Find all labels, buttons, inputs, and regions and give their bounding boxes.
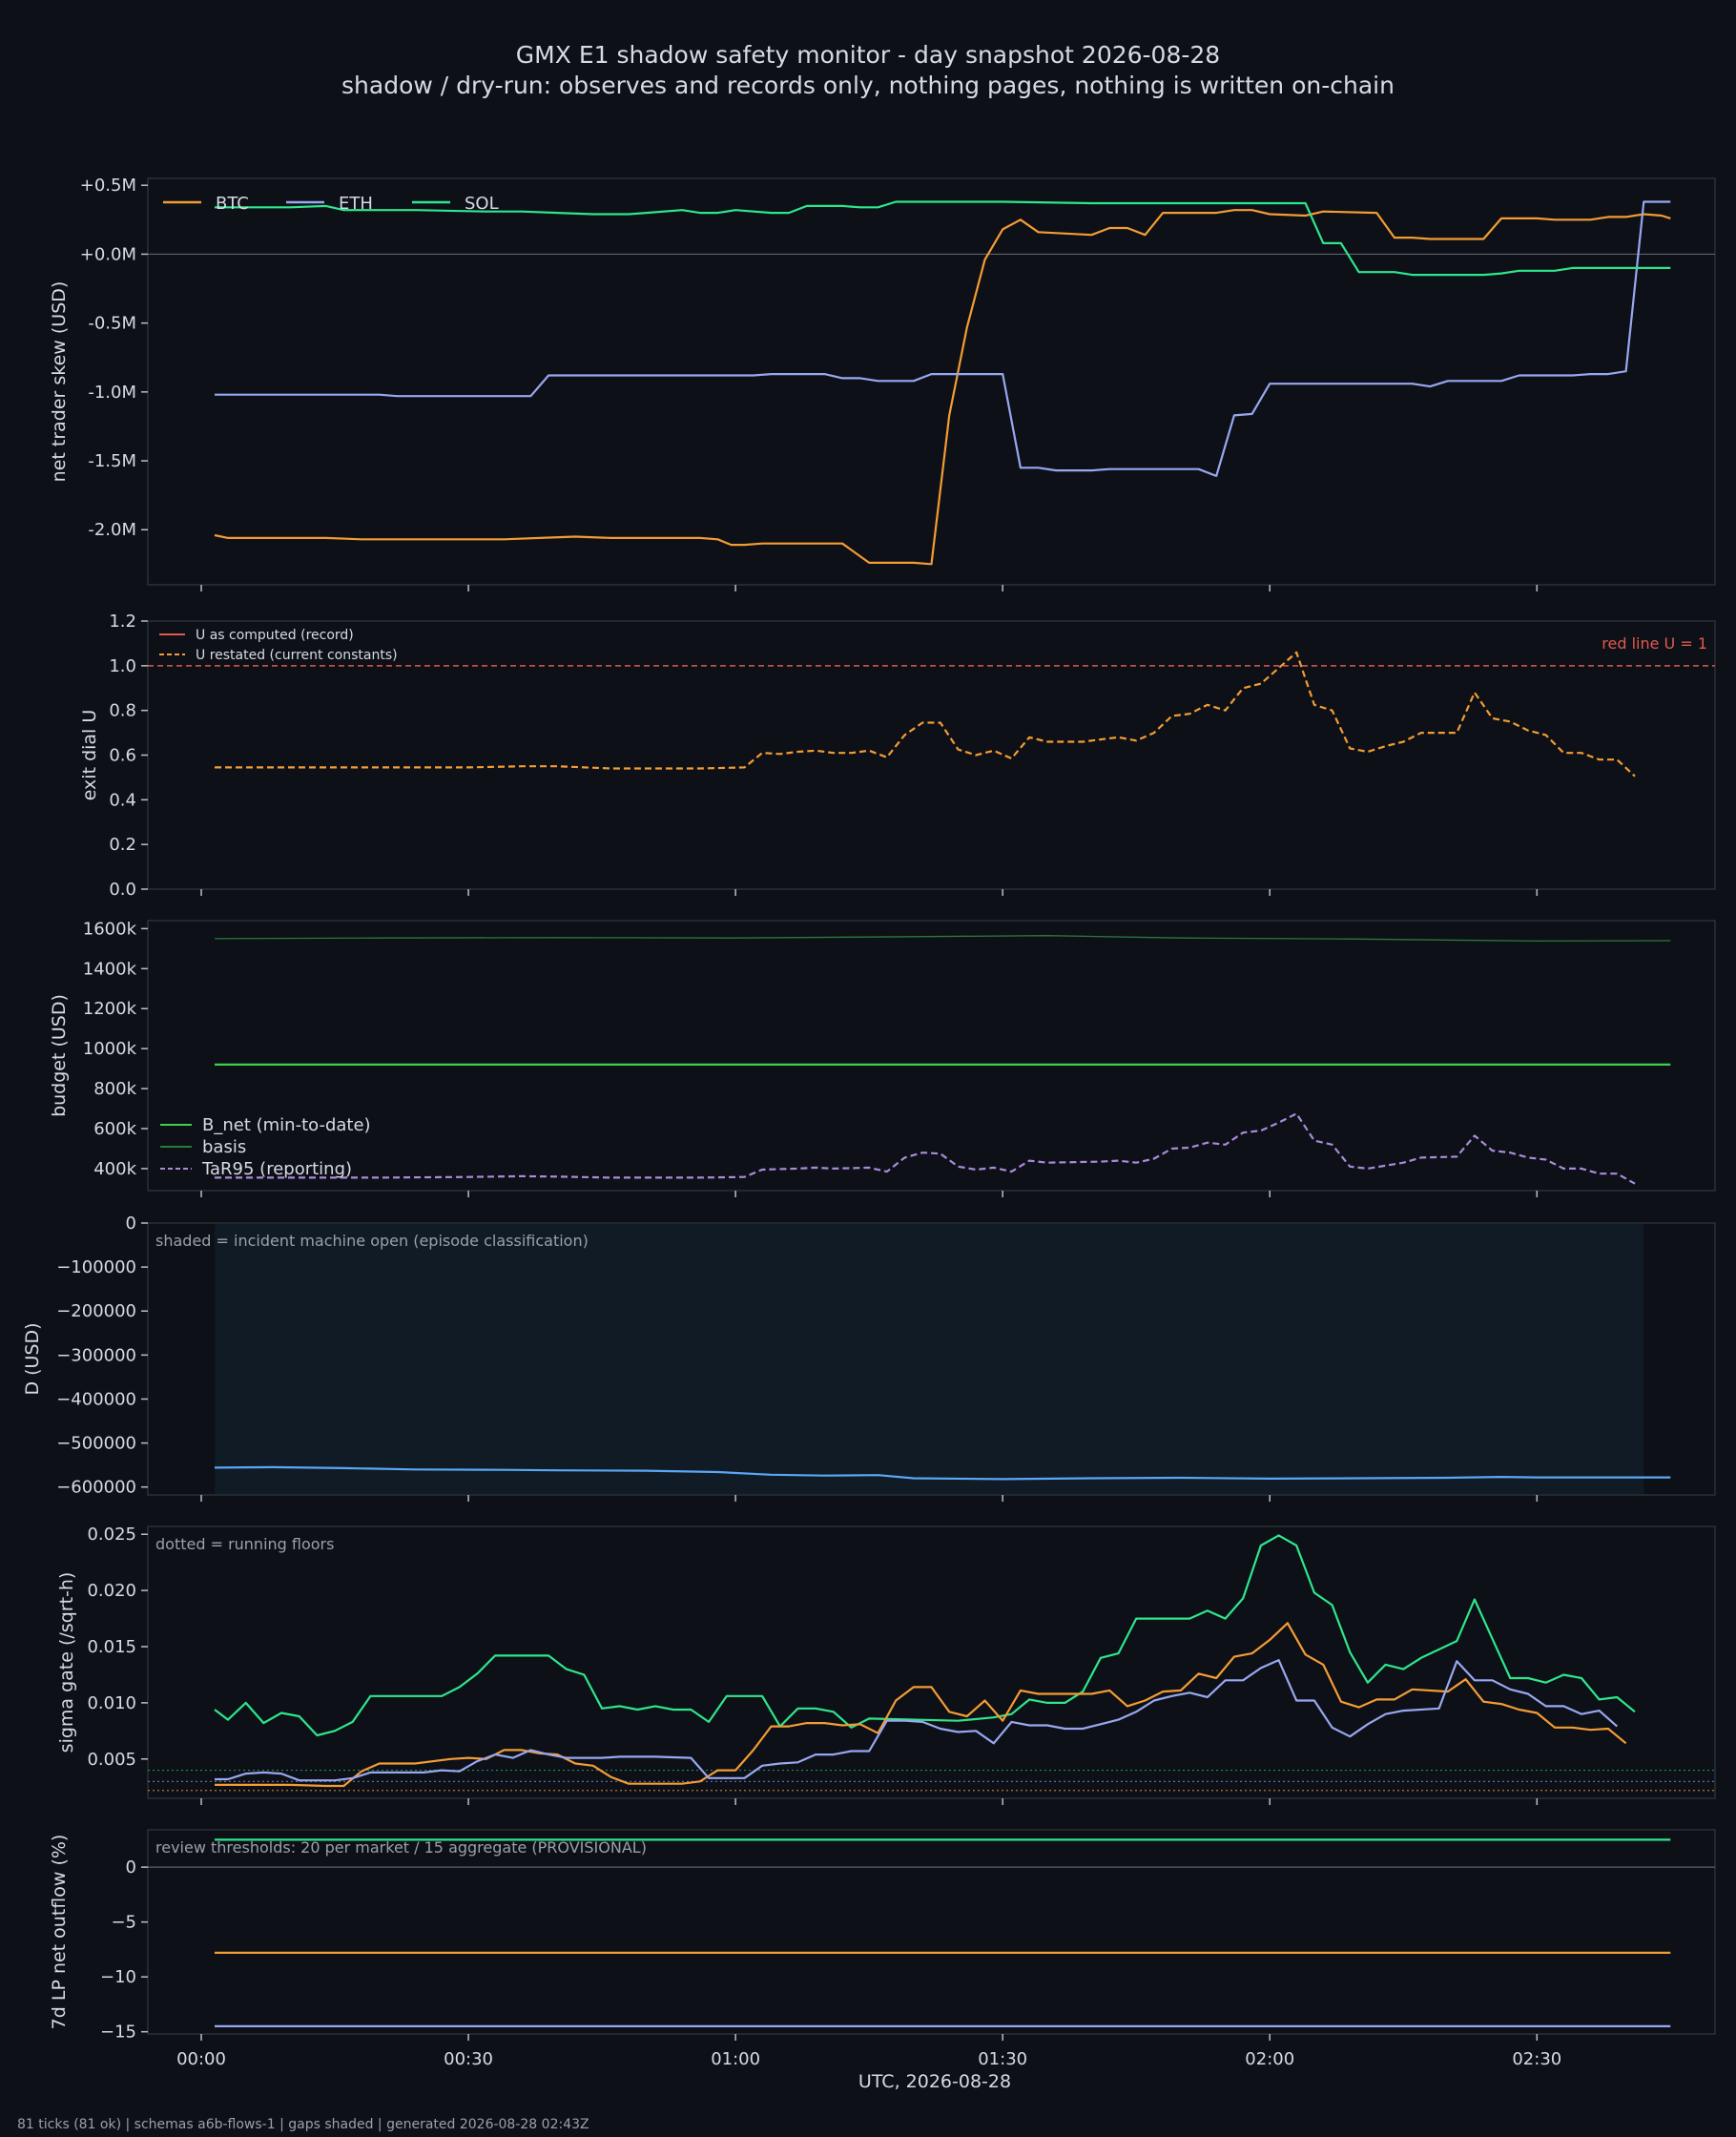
y-tick-label: −100000 <box>56 1257 136 1277</box>
x-axis-label: UTC, 2026-08-28 <box>858 2071 1011 2092</box>
panel-skew: +0.5M +0.0M -0.5M -1.0M -1.5M -2.0M net trader… <box>49 176 1716 591</box>
y-tick-label: +0.0M <box>80 244 136 264</box>
y-tick-label: 0.8 <box>109 701 136 721</box>
panel-sigma: 0.005 0.010 0.015 0.020 0.025 sigma gate (/sq… <box>56 1525 1716 1805</box>
y-axis-label: budget (USD) <box>49 994 70 1117</box>
x-tick-label: 00:00 <box>176 2049 226 2069</box>
x-tick-label: 01:00 <box>711 2049 760 2069</box>
series-line-btc <box>214 209 1671 566</box>
legend-label: TaR95 (reporting) <box>201 1159 352 1179</box>
panel-frame <box>147 1525 1716 1799</box>
series-line-basis <box>214 935 1671 943</box>
x-tick-label: 02:00 <box>1245 2049 1294 2069</box>
panel-drawdown: 0 −100000 −200000 −300000 −400000 −500000 −600… <box>22 1214 1716 1502</box>
panel-exitdial: 0.0 0.2 0.4 0.6 0.8 1.0 1.2 exit dial U red line… <box>79 612 1716 900</box>
y-tick-label: −5 <box>111 1913 136 1933</box>
series-line-u-restated-current-constants- <box>215 651 1636 778</box>
y-tick-label: 0.025 <box>87 1525 136 1545</box>
y-tick-label: −10 <box>100 1967 136 1987</box>
chart-title: GMX E1 shadow safety monitor - day snaps… <box>516 41 1220 69</box>
footer-status: 81 ticks (81 ok) | schemas a6b-flows-1 |… <box>17 2117 589 2132</box>
red-line-label: red line U = 1 <box>1602 634 1707 653</box>
y-tick-label: -1.0M <box>88 383 136 403</box>
series-line-d <box>214 1465 1671 1481</box>
x-tick-label: 00:30 <box>444 2049 493 2069</box>
y-tick-label: −200000 <box>56 1301 136 1321</box>
y-tick-label: 1.0 <box>109 656 136 676</box>
y-tick-label: 600k <box>93 1119 136 1139</box>
x-tick-label: 02:30 <box>1512 2049 1561 2069</box>
series-line-tar95-reporting- <box>215 1112 1636 1185</box>
y-tick-label: 1000k <box>83 1039 137 1059</box>
y-tick-label: −400000 <box>56 1389 136 1409</box>
y-tick-label: 0.010 <box>87 1693 136 1713</box>
y-tick-label: 1400k <box>83 959 137 979</box>
legend-label: basis <box>202 1137 246 1157</box>
legend-label: B_net (min-to-date) <box>202 1115 371 1135</box>
series-line-btc <box>215 1622 1627 1788</box>
y-tick-label: −500000 <box>56 1434 136 1454</box>
y-tick-label: 1.2 <box>109 612 136 632</box>
panel-note: review thresholds: 20 per market / 15 ag… <box>155 1838 647 1857</box>
legend-label: BTC <box>216 194 249 214</box>
legend-label: SOL <box>465 194 499 214</box>
panel-note: dotted = running floors <box>155 1535 334 1553</box>
y-tick-label: -1.5M <box>88 451 136 471</box>
series-line-eth <box>215 1659 1619 1782</box>
y-tick-label: 800k <box>93 1079 136 1099</box>
chart-subtitle: shadow / dry-run: observes and records o… <box>341 72 1395 99</box>
legend-label: ETH <box>339 194 373 214</box>
y-tick-label: −15 <box>100 2023 136 2043</box>
y-axis-label: exit dial U <box>79 710 100 801</box>
y-tick-label: 0.0 <box>109 880 136 900</box>
panel-budget: 400k 600k 800k 1000k 1200k 1400k 1600k budget (… <box>49 919 1716 1197</box>
panel-note: shaded = incident machine open (episode … <box>155 1232 589 1250</box>
y-axis-label: net trader skew (USD) <box>49 281 70 483</box>
series-line-sol <box>214 1534 1636 1737</box>
panels: +0.5M +0.0M -0.5M -1.0M -1.5M -2.0M net trader… <box>22 176 1716 2069</box>
legend-label: U as computed (record) <box>196 628 354 643</box>
y-tick-label: 0.015 <box>87 1637 136 1657</box>
y-axis-label: D (USD) <box>22 1322 43 1395</box>
legend-label: U restated (current constants) <box>196 648 398 663</box>
y-axis-label: 7d LP net outflow (%) <box>49 1835 70 2030</box>
y-tick-label: 0.020 <box>87 1581 136 1601</box>
y-axis-label: sigma gate (/sqrt-h) <box>56 1572 77 1753</box>
y-tick-label: 0.6 <box>109 746 136 766</box>
y-tick-label: 0.2 <box>109 835 136 855</box>
panel-frame <box>147 920 1716 1192</box>
panel-frame <box>147 1829 1716 2035</box>
y-tick-label: -2.0M <box>88 520 136 540</box>
y-tick-label: 1200k <box>83 999 137 1019</box>
y-tick-label: +0.5M <box>80 176 136 196</box>
panel-lpflow: 0 −5 −10 −15 00:00 00:30 01:00 01:30 02:00 02:30 7… <box>49 1829 1716 2069</box>
y-tick-label: 0.005 <box>87 1750 136 1770</box>
y-tick-label: 0 <box>126 1857 136 1878</box>
y-tick-label: 400k <box>93 1159 136 1179</box>
y-tick-label: 0 <box>126 1214 136 1234</box>
x-tick-label: 01:30 <box>978 2049 1027 2069</box>
y-tick-label: −600000 <box>56 1478 136 1498</box>
series-line-sol <box>215 200 1671 277</box>
y-tick-label: 0.4 <box>109 790 136 810</box>
y-tick-label: −300000 <box>56 1345 136 1365</box>
incident-shaded-region <box>215 1224 1644 1494</box>
y-tick-label: 1600k <box>83 919 137 939</box>
series-line-eth <box>215 200 1671 477</box>
y-tick-label: -0.5M <box>88 314 136 334</box>
